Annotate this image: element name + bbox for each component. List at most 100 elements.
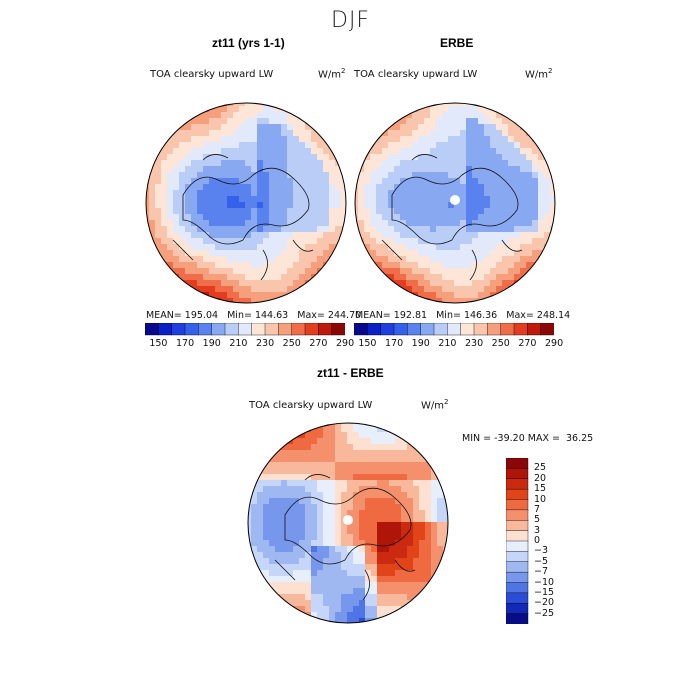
diff-colorbar-swatch [506,603,529,615]
panel-1-colorbar-ticks: 150 170 190 210 230 250 270 290 [145,338,354,350]
panel-1-colorbar-swatch [145,323,159,336]
panel-1-colorbar-tick-label: 170 [176,338,195,349]
panel-1-stats: MEAN= 195.04 Min= 144.63 Max= 244.70 [146,310,361,321]
panel-1-colorbar-tick-label: 290 [336,338,355,349]
diff-colorbar-swatch [506,592,529,604]
panel-2-map-pole-gap [450,195,460,205]
diff-colorbar-swatch [506,488,529,501]
diff-colorbar-swatch [506,571,529,584]
diff-colorbar-swatch [506,478,529,490]
panel-2-colorbar-tick-label: 170 [385,338,404,349]
diff-polar-map [247,422,449,624]
diff-panel-minmax: MIN = -39.20 MAX = 36.25 [462,433,593,444]
diff-colorbar [506,458,529,624]
panel-2-mean-label: MEAN= [355,310,391,321]
diff-colorbar-swatch [506,530,529,542]
diff-map-coastline-detail [274,474,416,601]
diff-colorbar-swatch [506,613,529,624]
panel-1-mean-label: MEAN= [146,310,182,321]
diff-colorbar-tick-label: −10 [534,576,555,588]
panel-1-colorbar-swatch [198,323,213,336]
diff-min-value: -39.20 [494,433,525,444]
panel-2-colorbar-swatch [540,323,554,336]
panel-2-colorbar-swatch [380,323,395,336]
panel-2-max-value: 248.14 [536,310,571,321]
panel-2-colorbar-tick-label: 270 [518,338,537,349]
panel-2-map-coastline [391,167,519,245]
panel-1-colorbar-swatch [291,323,306,336]
diff-colorbar-ticks: 25 20 15 10 7 5 3 0 −3 −5 −7 −10 −15 −20 −25 [532,458,572,624]
panel-1-map-coastline-detail [172,154,314,281]
diff-colorbar-swatch [506,540,529,552]
panel-2-mean-value: 192.81 [393,310,428,321]
panel-2-colorbar-tick-label: 290 [545,338,564,349]
panel-2-colorbar-swatch [433,323,448,336]
panel-1-max-label: Max= [297,310,325,321]
panel-1-min-label: Min= [227,310,252,321]
panel-2-map-coastline-detail [381,154,523,281]
panel-1-colorbar-swatch [278,323,293,336]
panel-2-variable-label: TOA clearsky upward LW [354,69,478,80]
diff-colorbar-swatch [506,499,529,511]
panel-1-map-boundary [145,102,347,304]
diff-map-coastline [284,487,412,565]
panel-2-stats: MEAN= 192.81 Min= 146.36 Max= 248.14 [355,310,570,321]
diff-colorbar-tick-label: 3 [534,524,541,536]
diff-max-label: MAX = [527,433,560,444]
diff-colorbar-swatch [506,520,529,532]
panel-2-colorbar-tick-label: 230 [465,338,484,349]
diff-colorbar-tick-label: 20 [534,472,547,484]
diff-colorbar-tick-label: 5 [534,514,541,526]
diff-colorbar-tick-label: −7 [534,566,549,578]
diff-map-pole-gap [343,515,353,525]
panel-2-colorbar-swatch [447,323,462,336]
panel-1-units-label: W/m2 [318,67,346,81]
panel-1-polar-map [145,102,347,304]
panel-2-units-label: W/m2 [525,67,553,81]
panel-1-colorbar-tick-label: 230 [256,338,275,349]
panel-1-colorbar-tick-label: 270 [309,338,328,349]
panel-1-colorbar-swatch [264,323,279,336]
panel-1-colorbar-swatch [304,323,319,336]
panel-2-colorbar-ticks: 150 170 190 210 230 250 270 290 [354,338,563,350]
diff-panel-variable-label: TOA clearsky upward LW [249,400,373,411]
panel-2-colorbar-swatch [460,323,475,336]
panel-2-colorbar-swatch [393,323,408,336]
diff-colorbar-tick-label: 15 [534,483,547,495]
diff-colorbar-swatch [506,509,529,521]
diff-panel-title: zt11 - ERBE [317,366,384,380]
panel-1-colorbar-tick-label: 190 [202,338,221,349]
diff-colorbar-tick-label: −3 [534,545,549,557]
panel-1-colorbar-swatch [318,323,333,336]
panel-2-colorbar-swatch [473,323,488,336]
panel-1-colorbar-swatch [184,323,199,336]
diff-colorbar-swatch [506,582,529,594]
diff-colorbar-swatch [506,458,529,469]
panel-2-colorbar-swatch [527,323,542,336]
diff-colorbar-swatch [506,468,529,480]
panel-1-max-value: 244.70 [327,310,362,321]
panel-1-min-value: 144.63 [254,310,289,321]
panel-2-min-value: 146.36 [463,310,498,321]
panel-1-colorbar-tick-label: 150 [149,338,168,349]
panel-2-colorbar-swatch [367,323,382,336]
diff-colorbar-tick-label: −25 [534,607,555,619]
diff-colorbar-swatch [506,551,529,563]
panel-2-colorbar-tick-label: 150 [358,338,377,349]
panel-1-colorbar-swatch [171,323,186,336]
panel-2-colorbar-swatch [420,323,435,336]
diff-min-label: MIN = [462,433,492,444]
diff-map-boundary [247,422,449,624]
panel-2-colorbar-swatch [513,323,528,336]
panel-2-colorbar-tick-label: 210 [438,338,457,349]
panel-1-mean-value: 195.04 [184,310,219,321]
diff-panel-units-label: W/m2 [421,398,449,412]
panel-2-min-label: Min= [436,310,461,321]
panel-1-variable-label: TOA clearsky upward LW [150,69,274,80]
panel-2-title: ERBE [440,36,474,50]
panel-1-colorbar [145,323,345,336]
figure-title: DJF [331,8,371,33]
diff-colorbar-swatch [506,561,529,573]
panel-2-colorbar-tick-label: 250 [491,338,510,349]
diff-colorbar-tick-label: 10 [534,493,547,505]
